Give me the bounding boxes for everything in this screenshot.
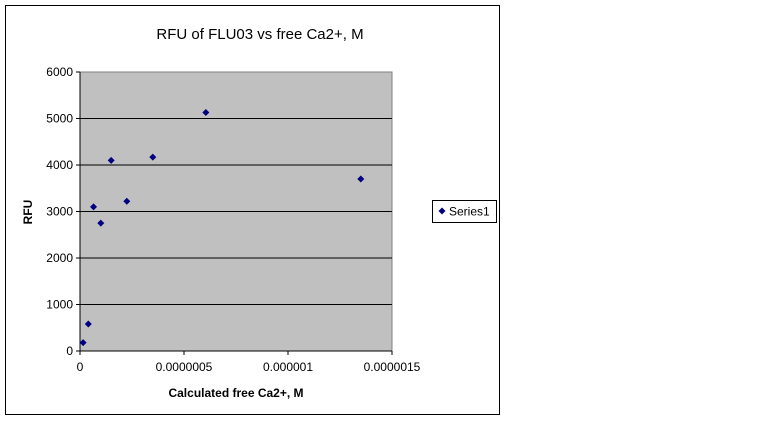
x-axis-ticks: 0 0.0000005 0.000001 0.0000015 (77, 351, 421, 374)
y-tick-label: 4000 (46, 158, 73, 172)
y-tick-label: 6000 (46, 65, 73, 79)
x-tick-label: 0 (77, 360, 84, 374)
y-axis-ticks: 0 1000 2000 3000 4000 5000 6000 (46, 65, 80, 358)
data-point (107, 156, 115, 164)
data-point (97, 219, 105, 227)
x-tick-label: 0.0000015 (364, 360, 421, 374)
data-point (79, 339, 87, 347)
y-axis-label: RFU (21, 200, 35, 225)
legend-label-series1: Series1 (449, 205, 490, 219)
data-point (84, 320, 92, 328)
chart-svg: RFU of FLU03 vs free Ca2+, M 0 1000 2000 30… (21, 26, 421, 400)
legend: Series1 (432, 200, 497, 223)
data-point (123, 197, 131, 205)
data-points (79, 108, 365, 347)
y-tick-label: 3000 (46, 205, 73, 219)
data-point (357, 175, 365, 183)
legend-marker-icon (438, 207, 446, 215)
data-point (90, 203, 98, 211)
y-tick-label: 2000 (46, 251, 73, 265)
y-tick-label: 1000 (46, 298, 73, 312)
x-tick-label: 0.000001 (263, 360, 313, 374)
chart-title: RFU of FLU03 vs free Ca2+, M (156, 26, 363, 43)
x-axis-label: Calculated free Ca2+, M (168, 386, 303, 400)
x-tick-label: 0.0000005 (156, 360, 213, 374)
data-point (149, 153, 157, 161)
y-tick-label: 5000 (46, 112, 73, 126)
chart-area: RFU of FLU03 vs free Ca2+, M 0 1000 2000 30… (5, 5, 500, 415)
y-tick-label: 0 (66, 344, 73, 358)
legend-box (432, 200, 497, 223)
data-point (202, 108, 210, 116)
